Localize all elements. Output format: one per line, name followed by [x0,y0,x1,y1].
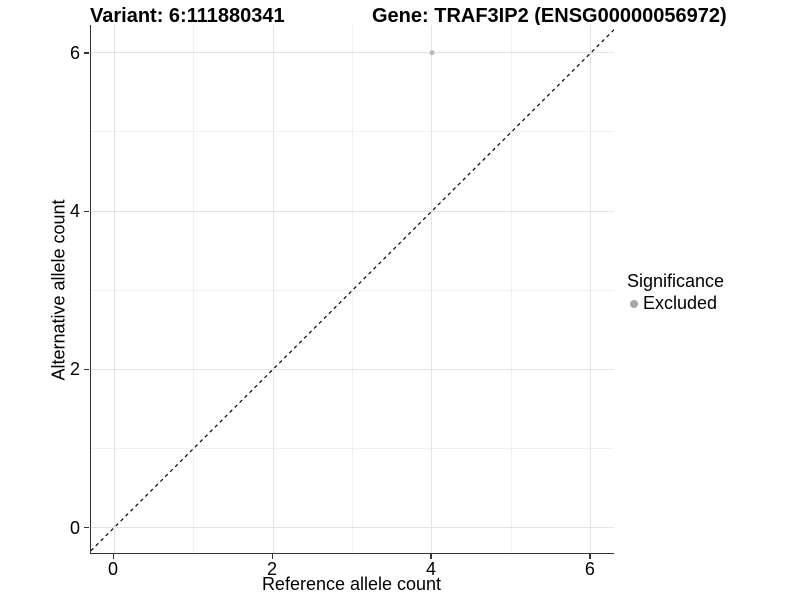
gridline-y-minor [91,131,614,133]
x-tick-mark [589,554,591,559]
y-tick-mark [84,52,89,54]
gridline-y-major [91,52,614,54]
y-tick-mark [84,210,89,212]
gridline-x-major [272,25,274,553]
y-tick-label: 6 [69,42,80,63]
data-point-excluded [429,50,435,56]
gridline-x-major [590,25,592,553]
scatter-layer [91,28,614,552]
gridline-x-major [113,25,115,553]
x-tick-mark [112,554,114,559]
gridline-x-minor [352,25,353,553]
x-tick-mark [430,554,432,559]
gridline-y-major [91,210,614,212]
x-tick-label: 4 [425,559,436,579]
x-tick-label: 0 [108,559,119,579]
gridline-x-minor [510,25,512,553]
y-tick-mark [84,527,89,529]
y-tick-mark [84,368,89,371]
y-tick-label: 0 [69,517,80,538]
plot-title-variant: Variant: 6:111880341 [90,5,285,27]
gridline-y-major [91,527,614,529]
y-tick-label: 4 [69,201,80,222]
x-tick-mark [271,554,273,559]
gridline-y-major [91,368,614,370]
legend-item-label: Excluded [643,293,718,313]
gridline-x-major [431,25,433,553]
gridline-y-minor [91,289,614,291]
identity-dashed-line [91,28,614,552]
legend-title: Significance [627,271,725,291]
y-tick-label: 2 [69,359,80,380]
gridline-x-minor [193,25,195,553]
legend-point-icon [630,299,638,308]
x-tick-label: 2 [267,559,278,579]
x-axis-title: Reference allele count [261,574,442,594]
plot-panel [90,25,614,554]
plot-title-gene: Gene: TRAF3IP2 (ENSG00000056972) [372,5,727,27]
legend-item-excluded: Excluded [630,293,724,314]
x-tick-label: 6 [584,559,595,579]
y-axis-title: Alternative allele count [48,199,69,381]
legend: Significance Excluded [627,271,724,314]
gridline-y-minor [91,448,614,449]
